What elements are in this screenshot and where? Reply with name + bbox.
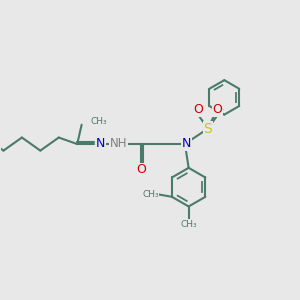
- Text: S: S: [204, 122, 212, 136]
- Text: CH₃: CH₃: [91, 117, 107, 126]
- Text: O: O: [212, 103, 222, 116]
- Text: CH₃: CH₃: [142, 190, 159, 199]
- Text: NH: NH: [110, 137, 128, 150]
- Text: N: N: [182, 137, 191, 150]
- Text: O: O: [136, 164, 146, 176]
- Text: O: O: [194, 103, 203, 116]
- Text: CH₃: CH₃: [180, 220, 197, 229]
- Text: N: N: [96, 137, 105, 150]
